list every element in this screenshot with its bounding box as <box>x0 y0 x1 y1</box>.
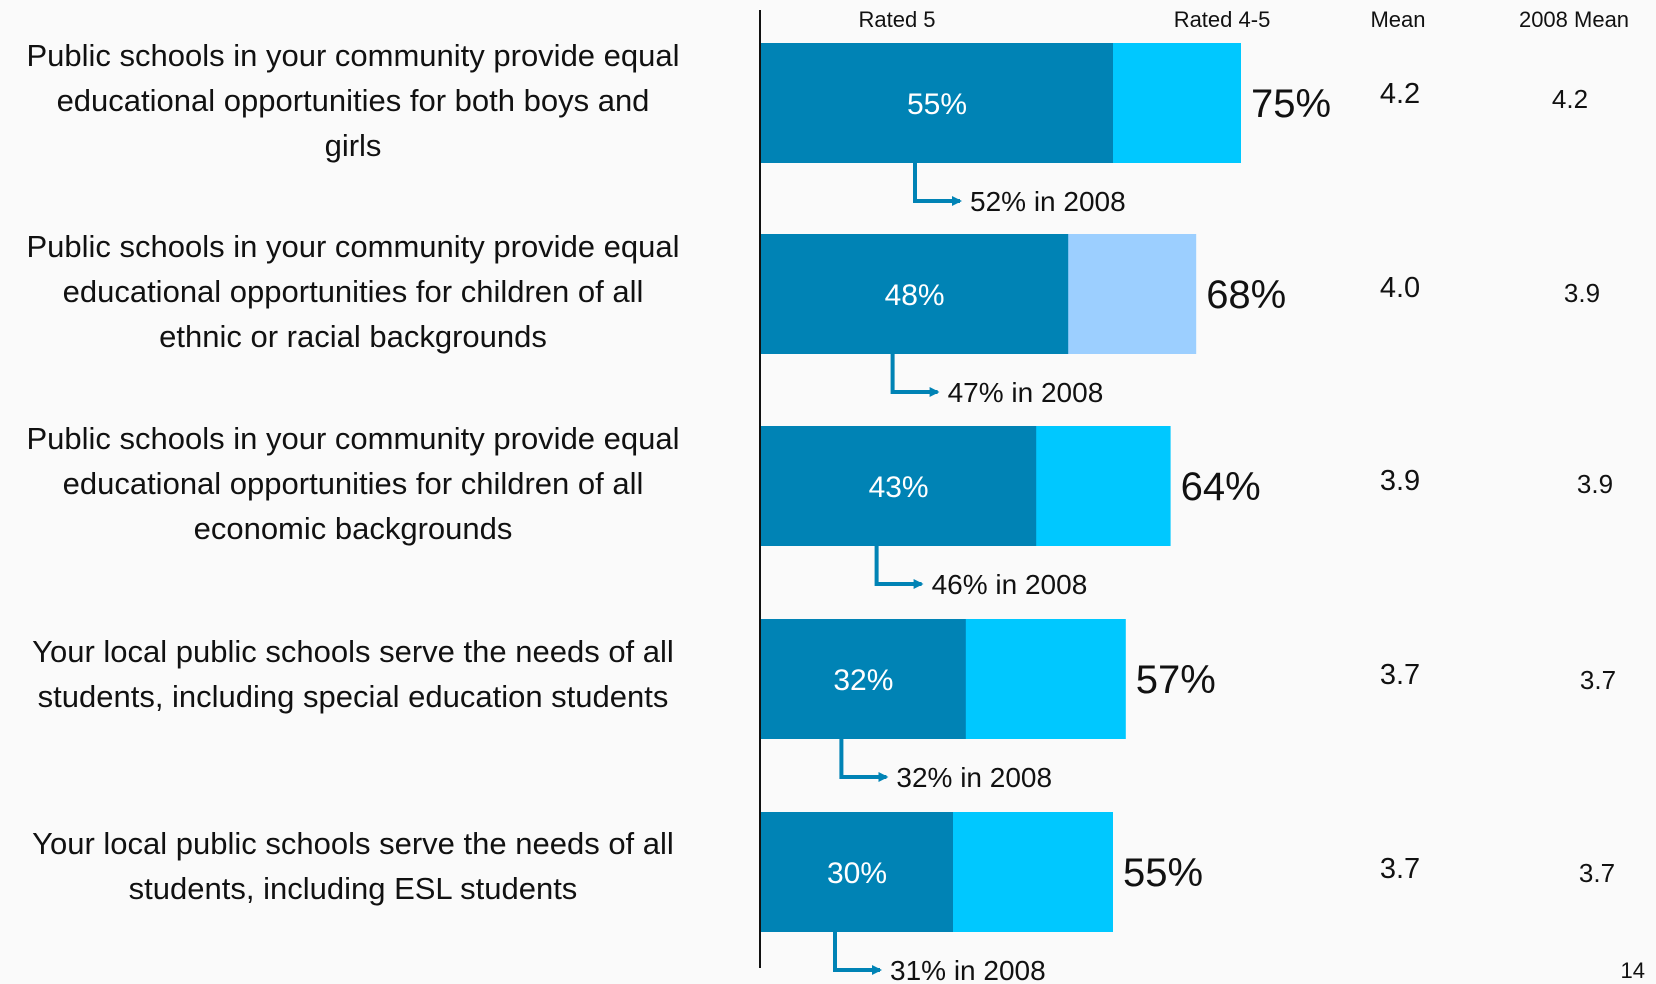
bar-rated-5 <box>761 812 953 932</box>
mean-2008-value: 3.9 <box>1577 469 1613 499</box>
mean-2008-value: 4.2 <box>1552 84 1588 114</box>
page-number: 14 <box>1621 958 1645 983</box>
bar-rated-5-label: 32% <box>833 664 893 697</box>
bar-rated-5 <box>761 234 1069 354</box>
mean-2008-value: 3.7 <box>1579 858 1615 888</box>
header-mean: Mean <box>1370 7 1425 32</box>
bar-rated-5-label: 43% <box>869 471 929 504</box>
row-label-line: Your local public schools serve the need… <box>32 826 674 861</box>
prior-year-label: 47% in 2008 <box>948 377 1104 408</box>
bar-rated-5-label: 55% <box>907 88 967 121</box>
header-2008-mean: 2008 Mean <box>1519 7 1629 32</box>
prior-year-arrow <box>913 163 962 206</box>
prior-year-label: 46% in 2008 <box>932 569 1088 600</box>
bar-rated-4-5-label: 75% <box>1251 82 1331 126</box>
prior-year-arrow <box>890 354 940 397</box>
prior-year-arrow <box>874 546 924 589</box>
mean-value: 4.2 <box>1380 78 1420 110</box>
row-label-line: Public schools in your community provide… <box>26 421 679 456</box>
mean-value: 3.7 <box>1380 659 1420 691</box>
row-label-line: economic backgrounds <box>194 511 513 546</box>
row-label-line: ethnic or racial backgrounds <box>159 319 547 354</box>
mean-value: 3.7 <box>1380 853 1420 885</box>
row-label-line: Public schools in your community provide… <box>26 38 679 73</box>
header-rated45: Rated 4-5 <box>1174 7 1271 32</box>
row-label-line: educational opportunities for children o… <box>63 274 644 309</box>
mean-value: 3.9 <box>1380 465 1420 497</box>
mean-2008-value: 3.9 <box>1564 278 1600 308</box>
bar-rated-5 <box>761 426 1037 546</box>
prior-year-label: 31% in 2008 <box>890 955 1046 984</box>
prior-year-arrow <box>833 932 882 975</box>
bar-rated-4-5-label: 64% <box>1181 465 1261 509</box>
mean-2008-value: 3.7 <box>1580 665 1616 695</box>
row-label-line: girls <box>325 128 382 163</box>
bar-rated-4-5-label: 57% <box>1136 658 1216 702</box>
bar-rated-5 <box>761 619 966 739</box>
bar-rated-5 <box>761 43 1113 163</box>
row-label-line: educational opportunities for children o… <box>63 466 644 501</box>
bar-rated-4-5-label: 55% <box>1123 851 1203 895</box>
prior-year-arrow <box>839 739 889 782</box>
chart-rows: Public schools in your community provide… <box>26 38 1616 984</box>
row-label-line: Your local public schools serve the need… <box>32 634 674 669</box>
row-label-line: educational opportunities for both boys … <box>57 83 650 118</box>
header-rated5: Rated 5 <box>858 7 935 32</box>
row-label-line: Public schools in your community provide… <box>26 229 679 264</box>
bar-rated-5-label: 48% <box>885 279 945 312</box>
prior-year-label: 52% in 2008 <box>970 186 1126 217</box>
bar-rated-4-5-label: 68% <box>1206 273 1286 317</box>
bar-rated-5-label: 30% <box>827 857 887 890</box>
mean-value: 4.0 <box>1380 272 1420 304</box>
row-label-line: students, including ESL students <box>129 871 578 906</box>
prior-year-label: 32% in 2008 <box>896 762 1052 793</box>
row-label-line: students, including special education st… <box>38 679 669 714</box>
